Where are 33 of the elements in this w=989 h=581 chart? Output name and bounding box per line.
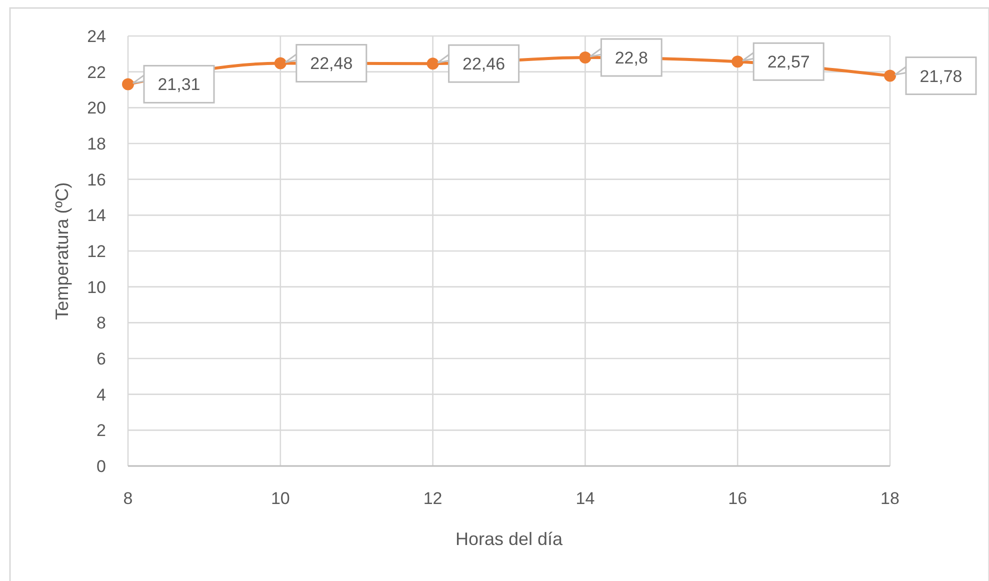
y-tick-label: 8 bbox=[96, 314, 106, 333]
y-tick-label: 4 bbox=[96, 385, 106, 404]
y-tick-label: 16 bbox=[87, 170, 106, 190]
data-label: 22,48 bbox=[310, 54, 353, 74]
y-tick-label: 14 bbox=[87, 206, 106, 226]
y-tick-label: 18 bbox=[87, 134, 106, 154]
y-tick-label: 22 bbox=[87, 62, 106, 82]
point bbox=[274, 57, 286, 70]
x-tick-label: 18 bbox=[880, 489, 900, 508]
x-tick-label: 8 bbox=[123, 489, 133, 508]
y-tick-label: 12 bbox=[87, 242, 106, 261]
x-tick-label: 14 bbox=[576, 489, 595, 508]
data-label: 21,31 bbox=[158, 75, 200, 94]
data-label: 21,78 bbox=[920, 66, 962, 86]
y-axis-title: Temperatura (ºC) bbox=[52, 182, 72, 320]
y-tick-label: 2 bbox=[96, 421, 106, 440]
y-tick-label: 10 bbox=[87, 278, 106, 297]
x-tick-label: 16 bbox=[728, 489, 748, 508]
y-tick-label: 24 bbox=[87, 27, 106, 46]
point bbox=[579, 52, 592, 64]
point bbox=[122, 78, 134, 90]
data-label: 22,46 bbox=[462, 54, 506, 74]
x-axis-title: Horas del día bbox=[455, 529, 564, 549]
y-tick-label: 0 bbox=[96, 457, 106, 476]
point bbox=[426, 58, 439, 70]
x-tick-label: 10 bbox=[270, 489, 290, 508]
data-label: 22,57 bbox=[767, 52, 810, 72]
x-tick-label: 12 bbox=[423, 489, 442, 508]
point bbox=[732, 56, 744, 68]
data-label: 22,8 bbox=[614, 48, 648, 68]
point bbox=[884, 70, 896, 82]
y-tick-label: 20 bbox=[87, 98, 106, 118]
y-tick-label: 6 bbox=[96, 350, 106, 368]
